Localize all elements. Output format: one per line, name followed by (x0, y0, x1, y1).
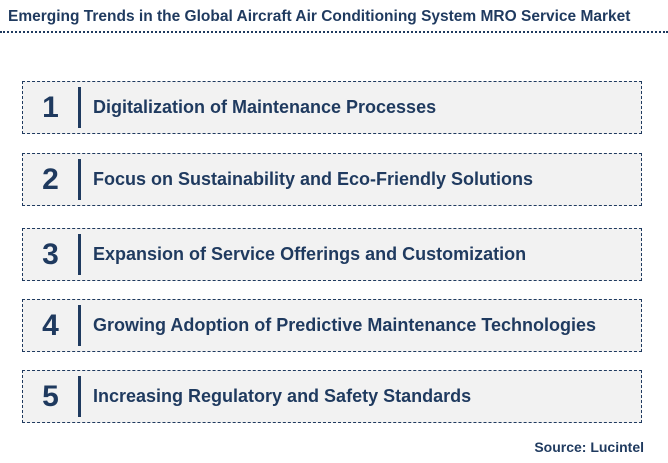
source-credit: Source: Lucintel (534, 439, 644, 455)
title-divider (0, 31, 668, 33)
trend-label: Increasing Regulatory and Safety Standar… (93, 386, 472, 406)
trend-separator (78, 305, 81, 346)
trend-item-3: 3 Expansion of Service Offerings and Cus… (22, 228, 642, 281)
trend-label: Growing Adoption of Predictive Maintenan… (93, 315, 597, 335)
page-title: Emerging Trends in the Global Aircraft A… (8, 8, 631, 25)
trend-item-4: 4 Growing Adoption of Predictive Mainten… (22, 299, 642, 352)
trend-number: 1 (42, 90, 59, 124)
trend-separator (78, 159, 81, 200)
trend-item-2: 2 Focus on Sustainability and Eco-Friend… (22, 153, 642, 206)
trend-separator (78, 376, 81, 417)
trend-item-1: 1 Digitalization of Maintenance Processe… (22, 81, 642, 134)
trend-separator (78, 234, 81, 275)
trend-label: Focus on Sustainability and Eco-Friendly… (93, 169, 534, 189)
trend-label: Digitalization of Maintenance Processes (93, 97, 437, 117)
trend-separator (78, 87, 81, 128)
trend-number: 2 (42, 162, 59, 196)
trend-number: 4 (42, 308, 59, 342)
trend-number: 3 (42, 237, 59, 271)
trend-item-5: 5 Increasing Regulatory and Safety Stand… (22, 370, 642, 423)
trend-label: Expansion of Service Offerings and Custo… (93, 244, 527, 264)
trend-number: 5 (42, 379, 59, 413)
